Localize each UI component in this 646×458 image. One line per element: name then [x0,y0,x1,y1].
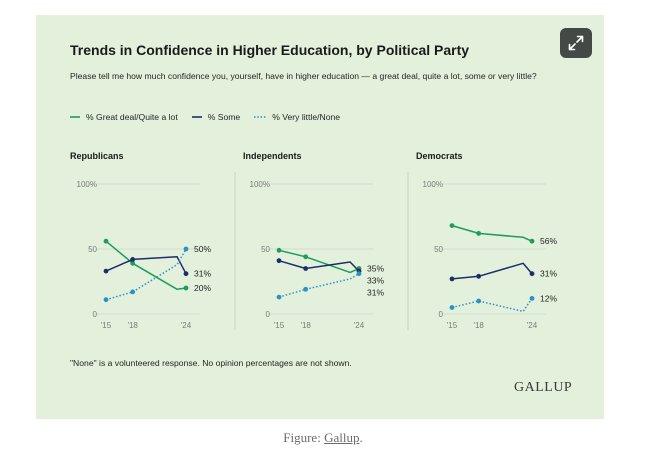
caption-source-link[interactable]: Gallup [324,430,360,445]
legend-label-some: % Some [207,112,241,122]
end-label-some: 31% [194,269,211,279]
data-point-very-little [130,289,136,295]
data-point-some [103,268,109,274]
data-point-very-little [476,298,482,304]
end-label-great-deal: 35% [367,264,384,274]
x-tick-label: '18 [127,321,138,330]
end-label-great-deal: 56% [540,236,557,246]
chart-title: Trends in Confidence in Higher Education… [70,42,470,58]
series-line-some [451,262,533,280]
end-label-some: 31% [540,269,557,279]
x-tick-label: '24 [181,321,192,330]
data-point-some [276,258,282,264]
x-tick-label: '15 [274,321,285,330]
data-point-very-little [103,297,109,303]
y-tick-label: 50 [434,245,443,254]
legend-label-very-little: % Very little/None [272,112,341,122]
chart-card [36,15,604,419]
series-line-great-deal [451,224,533,242]
data-point-great-deal [276,247,282,253]
y-tick-label: 50 [261,245,270,254]
data-point-great-deal [183,285,189,291]
panel-title-democrats: Democrats [416,151,463,161]
y-tick-label: 100% [77,180,97,189]
series-line-very-little [451,297,533,313]
y-tick-label: 50 [88,245,97,254]
legend-label-great-deal: % Great deal/Quite a lot [86,112,178,122]
expand-button[interactable] [560,28,592,58]
data-point-great-deal [303,254,309,260]
series-line-great-deal [105,240,187,291]
end-label-great-deal: 20% [194,283,211,293]
caption-prefix: Figure: [283,430,325,445]
panel-title-independents: Independents [243,151,302,161]
data-point-some [529,271,535,277]
data-point-some [183,271,189,277]
x-tick-label: '24 [527,321,538,330]
data-point-very-little [276,294,282,300]
y-tick-label: 0 [93,310,98,319]
series-line-some [105,256,187,275]
x-tick-label: '18 [300,321,311,330]
series-line-some [278,259,360,272]
series-line-very-little [278,273,360,298]
data-point-very-little [529,296,535,301]
legend-item-very-little: % Very little/None [254,112,340,122]
expand-arrows-icon [568,35,584,51]
data-point-some [476,273,482,279]
data-point-great-deal [449,223,455,229]
x-tick-label: '18 [473,321,484,330]
data-point-great-deal [476,231,482,236]
y-tick-label: 100% [423,180,443,189]
data-point-very-little [303,286,309,292]
end-label-very-little: 50% [194,244,211,254]
legend-item-some: % Some [191,112,241,122]
x-tick-label: '15 [101,321,112,330]
data-point-great-deal [103,238,109,244]
chart-subtitle: Please tell me how much confidence you, … [70,71,537,81]
data-point-some [130,257,136,262]
gallup-logo: GALLUP [514,380,573,395]
caption-suffix: . [359,430,363,445]
legend-swatch-great-deal [70,116,80,118]
x-tick-label: '24 [354,321,365,330]
y-tick-label: 0 [266,310,271,319]
figure-caption: Figure: Gallup. [0,430,646,446]
legend-item-great-deal: % Great deal/Quite a lot [70,112,178,122]
series-line-great-deal [278,249,360,274]
data-point-some [303,266,309,271]
x-tick-label: '15 [447,321,458,330]
end-label-very-little: 12% [540,293,557,303]
legend-swatch-some [191,116,202,118]
data-point-very-little [449,305,455,310]
legend: % Great deal/Quite a lot % Some % Very l… [70,112,354,122]
panel-title-republicans: Republicans [70,151,124,161]
data-point-very-little [356,271,362,277]
chart-note: "None" is a volunteered response. No opi… [70,358,352,368]
y-tick-label: 100% [250,180,270,189]
y-tick-label: 0 [439,310,444,319]
data-point-great-deal [529,238,535,244]
series-line-very-little [105,248,187,301]
data-point-some [449,276,455,282]
data-point-great-deal [130,260,136,266]
end-label-very-little: 31% [367,288,384,298]
legend-swatch-very-little [254,116,267,118]
data-point-very-little [183,246,189,252]
end-label-some: 33% [367,276,384,286]
